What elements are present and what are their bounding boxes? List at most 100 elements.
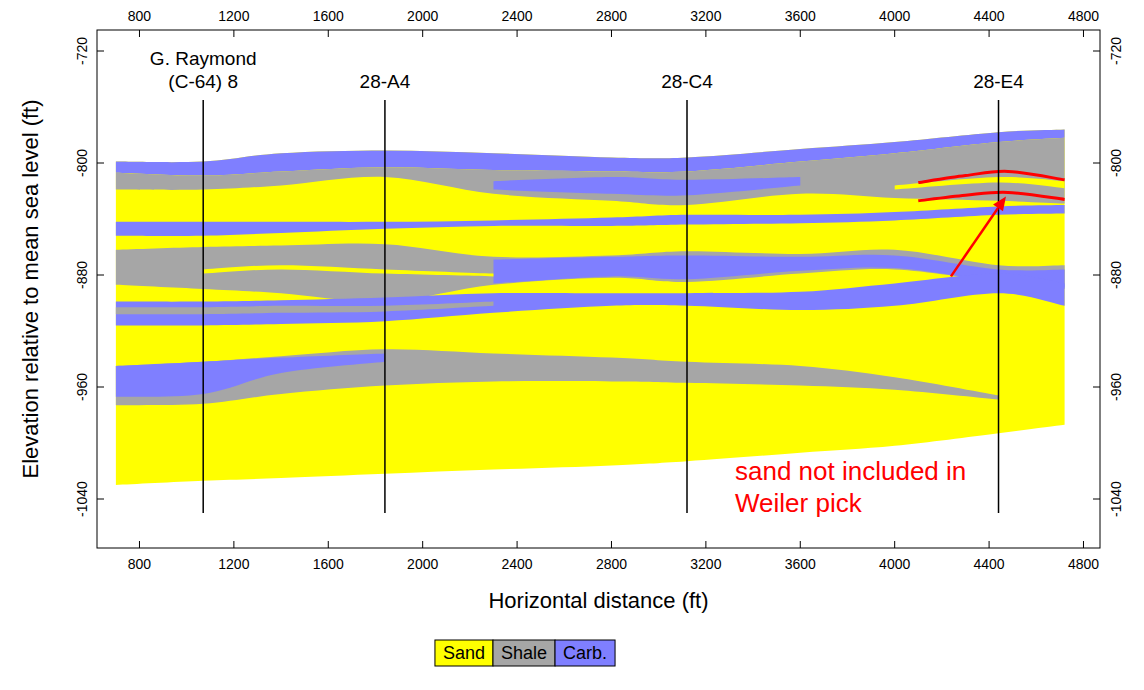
- x-tick-label-top: 1600: [313, 8, 344, 24]
- x-tick: [139, 541, 140, 548]
- y-tick-right: [1093, 163, 1100, 164]
- x-tick-top: [233, 30, 234, 37]
- chart: G. Raymond(C-64) 8 28-A4 28-C4 28-E4 800 800 1…: [0, 0, 1144, 690]
- x-tick-label-top: 2000: [407, 8, 438, 24]
- x-tick-label-top: 1200: [218, 8, 249, 24]
- facies-layer: [116, 205, 1065, 236]
- pick-line: [918, 171, 1064, 182]
- x-tick-top: [328, 30, 329, 37]
- x-tick-label-top: 800: [128, 8, 152, 24]
- x-tick-label-top: 2800: [596, 8, 627, 24]
- y-tick-right: [1093, 499, 1100, 500]
- y-tick: [97, 499, 104, 500]
- y-tick-right: [1093, 387, 1100, 388]
- well-label: G. Raymond(C-64) 8: [150, 48, 257, 92]
- x-tick: [989, 541, 990, 548]
- x-tick-label: 4000: [879, 556, 910, 572]
- x-tick-label-top: 3200: [690, 8, 721, 24]
- x-tick-top: [1083, 30, 1084, 37]
- x-tick-label: 1200: [218, 556, 249, 572]
- y-axis-title: Elevation relative to mean sea level (ft…: [18, 99, 43, 478]
- x-tick-top: [894, 30, 895, 37]
- x-tick: [517, 541, 518, 548]
- well-label-line: 28-C4: [661, 71, 713, 92]
- y-tick: [97, 163, 104, 164]
- x-tick-top: [611, 30, 612, 37]
- annotation-line: sand not included in: [735, 456, 966, 486]
- x-tick: [611, 541, 612, 548]
- x-tick-label: 2800: [596, 556, 627, 572]
- x-tick-label-top: 4800: [1068, 8, 1099, 24]
- well-label: 28-E4: [973, 71, 1024, 92]
- y-tick-label-right: -880: [1108, 261, 1124, 289]
- x-tick-label-top: 2400: [502, 8, 533, 24]
- y-tick: [97, 275, 104, 276]
- x-tick-label-top: 4400: [974, 8, 1005, 24]
- x-tick-label: 3200: [690, 556, 721, 572]
- x-tick: [328, 541, 329, 548]
- annotation-arrowhead: [993, 196, 1006, 211]
- facies-layer: [116, 129, 1065, 485]
- legend-label: Shale: [501, 643, 547, 663]
- annotation-text: sand not included inWeiler pick: [735, 456, 966, 518]
- y-tick-label-right: -1040: [1108, 481, 1124, 517]
- facies-layer: [493, 177, 800, 196]
- x-tick-top: [989, 30, 990, 37]
- y-tick-label-right: -800: [1108, 149, 1124, 177]
- plot-area: [116, 129, 1065, 485]
- legend-swatch: [493, 640, 555, 666]
- legend: Sand Shale Carb.: [435, 640, 615, 666]
- well-label-line: G. Raymond: [150, 48, 257, 69]
- y-tick: [97, 387, 104, 388]
- x-tick: [894, 541, 895, 548]
- y-tick-right: [1093, 275, 1100, 276]
- x-tick-top: [139, 30, 140, 37]
- well-label: 28-C4: [661, 71, 713, 92]
- facies-layer: [203, 265, 493, 276]
- y-tick-label: -800: [74, 149, 90, 177]
- x-axis-title: Horizontal distance (ft): [488, 588, 708, 613]
- x-tick: [705, 541, 706, 548]
- axes: 800 800 1200 1200 1600 1600 2000 2000 2400 2400 28…: [74, 8, 1124, 572]
- well-label-line: 28-E4: [973, 71, 1024, 92]
- wells: G. Raymond(C-64) 8 28-A4 28-C4 28-E4: [150, 48, 1024, 513]
- well-line: [998, 100, 1000, 513]
- facies-layer: [116, 302, 494, 315]
- facies-layer: [116, 349, 999, 405]
- x-tick-label: 1600: [313, 556, 344, 572]
- y-tick-label: -1040: [74, 481, 90, 517]
- well-line: [384, 100, 386, 513]
- y-tick-label-right: -960: [1108, 373, 1124, 401]
- legend-label: Sand: [443, 643, 485, 663]
- frame: [97, 30, 1100, 548]
- y-tick: [97, 51, 104, 52]
- x-tick-label-top: 3600: [785, 8, 816, 24]
- well-label-line: 28-A4: [360, 71, 411, 92]
- well-label-line: (C-64) 8: [168, 71, 238, 92]
- x-tick: [1083, 541, 1084, 548]
- y-tick-label: -960: [74, 373, 90, 401]
- annotation-line: Weiler pick: [735, 488, 863, 518]
- legend-swatch: [555, 640, 615, 666]
- x-tick-label: 800: [128, 556, 152, 572]
- x-tick-label: 3600: [785, 556, 816, 572]
- well-line: [686, 100, 688, 513]
- x-tick-top: [517, 30, 518, 37]
- y-tick-label-right: -720: [1108, 37, 1124, 65]
- x-tick-top: [800, 30, 801, 37]
- x-tick-label: 4400: [974, 556, 1005, 572]
- y-tick-label: -720: [74, 37, 90, 65]
- x-tick: [422, 541, 423, 548]
- facies-layer: [116, 353, 385, 396]
- x-tick-label: 2000: [407, 556, 438, 572]
- x-tick-label: 4800: [1068, 556, 1099, 572]
- x-tick-top: [422, 30, 423, 37]
- legend-label: Carb.: [563, 643, 607, 663]
- annotation-arrow: [951, 208, 998, 276]
- x-tick-label: 2400: [502, 556, 533, 572]
- well-label: 28-A4: [360, 71, 411, 92]
- x-tick-top: [705, 30, 706, 37]
- x-tick: [233, 541, 234, 548]
- facies-layer: [116, 138, 1065, 205]
- facies-layer: [116, 274, 1065, 326]
